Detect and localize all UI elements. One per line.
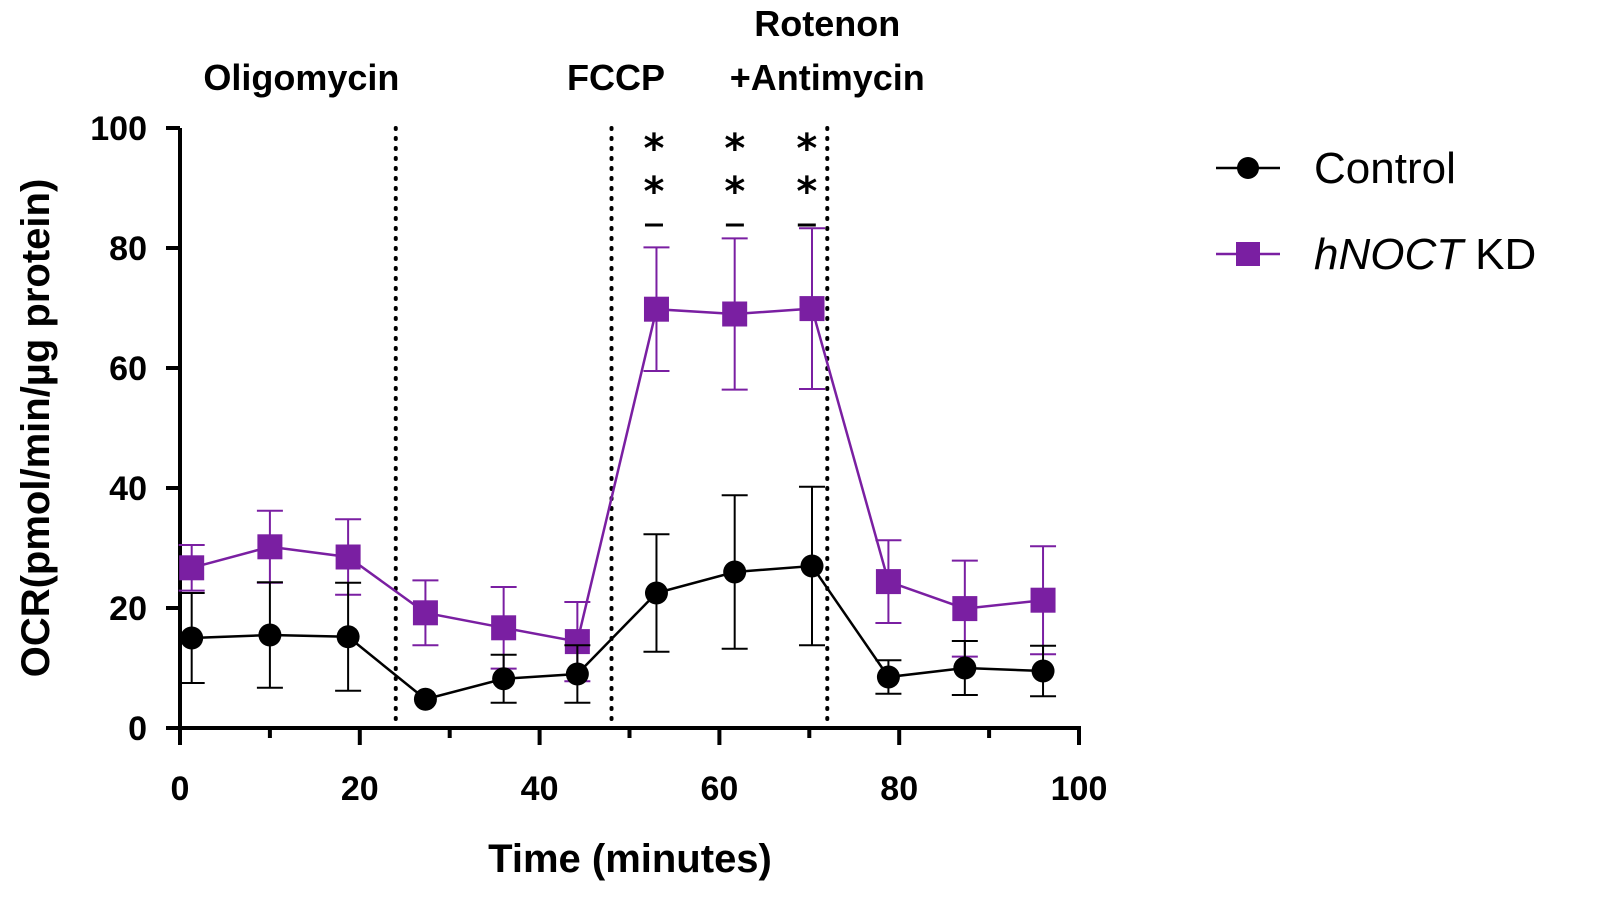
y-axis-title: OCR(pmol/min/µg protein) [14,179,58,678]
legend-marker-knockdown [1236,242,1260,266]
data-point [180,626,204,650]
x-tick-label: 60 [700,770,738,808]
series-knockdown [178,227,1057,683]
injection-markers: Oligomycin FCCP Rotenon +Antimycin [203,3,925,730]
legend-label-knockdown-gene: hNOCT [1314,230,1466,279]
y-tick-label: 20 [109,590,147,628]
series-line [191,564,1044,701]
data-point [1030,587,1056,613]
series-line [191,307,1044,644]
data-point [644,581,668,605]
data-point [413,687,437,711]
data-point [953,656,977,680]
significance-star: * [724,169,745,215]
x-tick-label: 80 [880,770,918,808]
data-point [257,534,283,560]
y-tick-label: 60 [109,350,147,388]
legend-label-knockdown-suffix: KD [1475,230,1536,279]
x-axis-title: Time (minutes) [488,837,772,881]
y-tick-label: 0 [128,710,147,748]
legend-label-control: Control [1314,144,1456,193]
data-point [800,554,824,578]
significance-star: * [796,126,817,172]
data-point [412,600,438,626]
data-point [565,662,589,686]
x-axis-ticks: 0 20 40 60 80 100 [171,728,1108,808]
injection-label: Rotenon [754,3,900,44]
data-point [723,560,747,584]
significance-star: * [644,169,665,215]
significance-star: * [724,126,745,172]
data-point [799,296,825,322]
data-point [336,625,360,649]
legend-entry-knockdown: hNOCT KD [1216,230,1536,279]
y-tick-label: 100 [90,110,147,148]
injection-label: Oligomycin [203,57,399,98]
data-point [491,615,517,641]
data-point [722,301,748,327]
data-point [952,596,978,622]
data-series [178,227,1057,711]
injection-label: FCCP [567,57,665,98]
y-axis-ticks: 0 20 40 60 80 100 [90,110,180,748]
data-point [876,665,900,689]
y-tick-label: 80 [109,230,147,268]
x-tick-label: 100 [1051,770,1108,808]
legend-label-knockdown: hNOCT KD [1314,230,1536,279]
series-control [178,485,1057,711]
y-tick-label: 40 [109,470,147,508]
significance-markers: ****** [644,126,817,227]
x-tick-label: 0 [171,770,190,808]
legend: Control hNOCT KD [1216,144,1536,279]
significance-star: * [644,126,665,172]
data-point [492,667,516,691]
x-tick-label: 40 [521,770,559,808]
legend-marker-control [1237,157,1259,179]
data-point [258,623,282,647]
data-point [179,555,205,581]
data-point [643,296,669,322]
significance-star: * [796,169,817,215]
data-point [335,544,361,570]
data-point [1031,659,1055,683]
injection-label: +Antimycin [730,57,925,98]
data-point [875,569,901,595]
x-tick-label: 20 [341,770,379,808]
legend-entry-control: Control [1216,144,1456,193]
